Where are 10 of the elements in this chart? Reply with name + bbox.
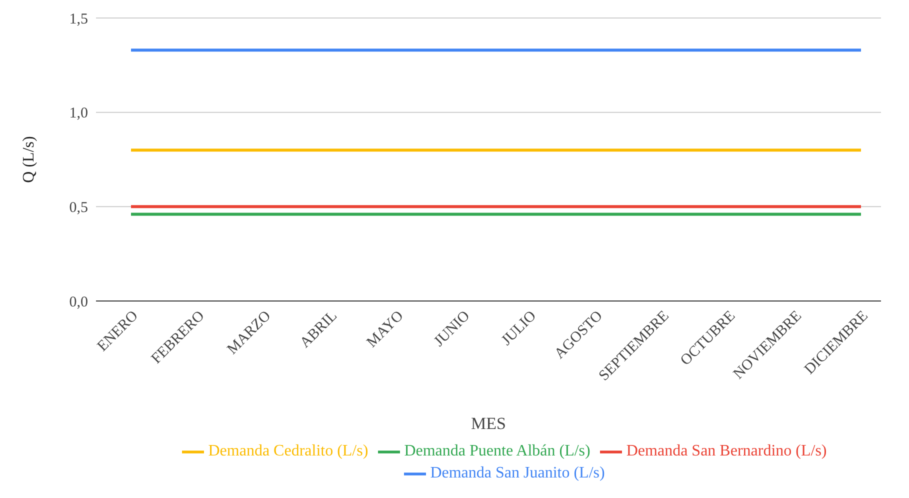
legend-label: Demanda San Bernardino (L/s) — [626, 442, 827, 460]
y-axis-title: Q (L/s) — [20, 136, 38, 183]
y-tick-label: 1,5 — [69, 11, 88, 28]
y-tick-label: 1,0 — [69, 106, 88, 122]
y-tick-label: 0,5 — [69, 200, 88, 216]
y-tick-label: 0,0 — [69, 294, 88, 310]
legend-label: Demanda Cedralito (L/s) — [208, 442, 368, 460]
x-axis-title: MES — [471, 414, 506, 433]
legend-label: Demanda San Juanito (L/s) — [430, 464, 605, 482]
legend-label: Demanda Puente Albán (L/s) — [404, 442, 590, 460]
